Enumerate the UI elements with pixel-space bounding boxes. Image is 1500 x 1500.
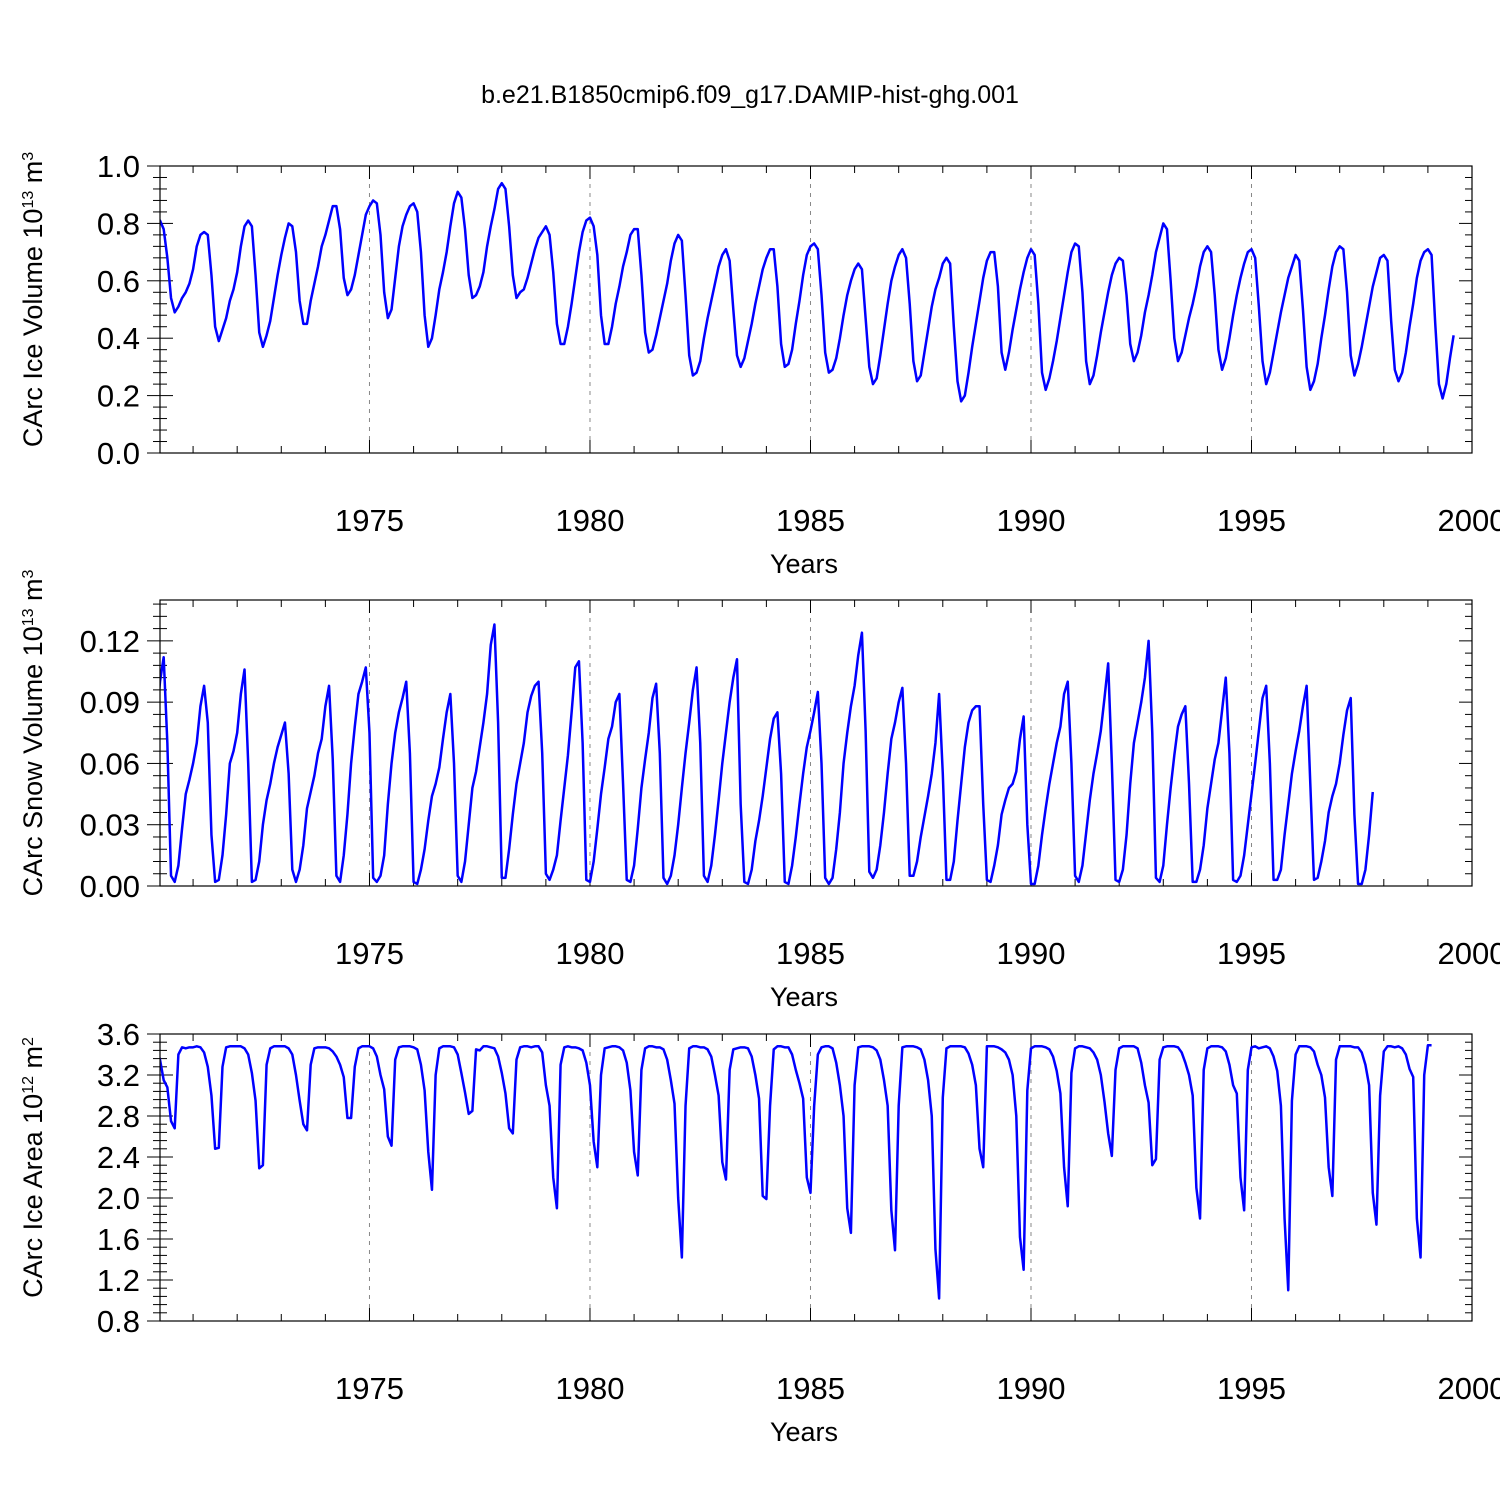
y-tick-label: 1.0 — [97, 149, 140, 184]
y-axis-title-unit: m — [18, 161, 48, 191]
x-tick-label: 1985 — [776, 936, 845, 971]
x-tick-label: 1990 — [997, 1371, 1066, 1406]
y-axis-title-main: CArc Snow Volume 10 — [18, 626, 48, 896]
y-tick-label: 0.0 — [97, 436, 140, 471]
x-tick-label: 1985 — [776, 503, 845, 538]
x-tick-label: 2000 — [1438, 503, 1500, 538]
x-tick-label: 2000 — [1438, 936, 1500, 971]
x-axis-title: Years — [770, 549, 838, 579]
x-tick-label: 1990 — [997, 503, 1066, 538]
chart-panel-1: 0.0 0.2 0.4 0.6 0.8 1.0 1975 1980 1985 1990 1995 20… — [18, 149, 1500, 579]
y-axis-title-unit-exponent: 3 — [20, 152, 37, 161]
x-tick-label: 1995 — [1217, 503, 1286, 538]
x-tick-label: 1975 — [335, 936, 404, 971]
chart-panel-2: 0.00 0.03 0.06 0.09 0.12 1975 1980 1985 1990 1995… — [18, 569, 1500, 1012]
x-tick-label: 1995 — [1217, 936, 1286, 971]
x-tick-label: 1975 — [335, 503, 404, 538]
x-tick-label: 1980 — [555, 503, 624, 538]
x-tick-label: 1980 — [555, 936, 624, 971]
x-tick-label: 1985 — [776, 1371, 845, 1406]
y-tick-label: 0.4 — [97, 321, 140, 356]
y-axis-title: CArc Snow Volume 1013 m3 — [18, 569, 48, 896]
y-tick-label: 3.2 — [97, 1058, 140, 1093]
y-axis-title-unit-exponent: 3 — [20, 569, 37, 578]
y-axis-title-exponent: 13 — [20, 191, 37, 209]
x-axis-title: Years — [770, 1417, 838, 1447]
y-axis-title-main: CArc Ice Area 10 — [18, 1094, 48, 1298]
y-axis-title-unit: m — [18, 578, 48, 608]
y-tick-label: 0.12 — [80, 624, 140, 659]
y-tick-label: 0.2 — [97, 379, 140, 414]
y-axis-title: CArc Ice Volume 1013 m3 — [18, 152, 48, 447]
figure-title: b.e21.B1850cmip6.f09_g17.DAMIP-hist-ghg.… — [481, 81, 1019, 109]
y-axis-title-unit-exponent: 2 — [20, 1037, 37, 1046]
x-tick-label: 1975 — [335, 1371, 404, 1406]
y-axis-title-main: CArc Ice Volume 10 — [18, 209, 48, 448]
y-tick-label: 0.8 — [97, 1304, 140, 1339]
x-tick-label: 2000 — [1438, 1371, 1500, 1406]
x-tick-label: 1995 — [1217, 1371, 1286, 1406]
x-tick-label: 1990 — [997, 936, 1066, 971]
chart-panel-3: 0.8 1.2 1.6 2.0 2.4 2.8 3.2 3.6 1975 1980 1985 1990… — [18, 1017, 1500, 1447]
y-tick-label: 0.09 — [80, 685, 140, 720]
y-tick-label: 3.6 — [97, 1017, 140, 1052]
y-tick-label: 2.8 — [97, 1099, 140, 1134]
y-axis-title-unit: m — [18, 1046, 48, 1076]
y-tick-label: 2.4 — [97, 1140, 140, 1175]
y-tick-label: 1.6 — [97, 1222, 140, 1257]
x-tick-label: 1980 — [555, 1371, 624, 1406]
y-tick-label: 0.6 — [97, 264, 140, 299]
y-tick-label: 2.0 — [97, 1181, 140, 1216]
series-line-1 — [160, 623, 1375, 886]
plot-frame — [159, 1033, 1473, 1322]
y-axis-title-exponent: 13 — [20, 608, 37, 626]
y-tick-label: 0.00 — [80, 869, 140, 904]
y-axis-title: CArc Ice Area 1012 m2 — [18, 1037, 48, 1298]
y-tick-label: 0.8 — [97, 206, 140, 241]
y-axis-title-exponent: 12 — [20, 1076, 37, 1094]
plot-frame — [159, 165, 1473, 454]
series-line-1 — [160, 1044, 1432, 1300]
plot-frame — [159, 599, 1473, 887]
y-tick-label: 0.06 — [80, 746, 140, 781]
series-line-1 — [160, 181, 1455, 403]
y-tick-label: 0.03 — [80, 808, 140, 843]
y-tick-label: 1.2 — [97, 1263, 140, 1298]
x-axis-title: Years — [770, 982, 838, 1012]
